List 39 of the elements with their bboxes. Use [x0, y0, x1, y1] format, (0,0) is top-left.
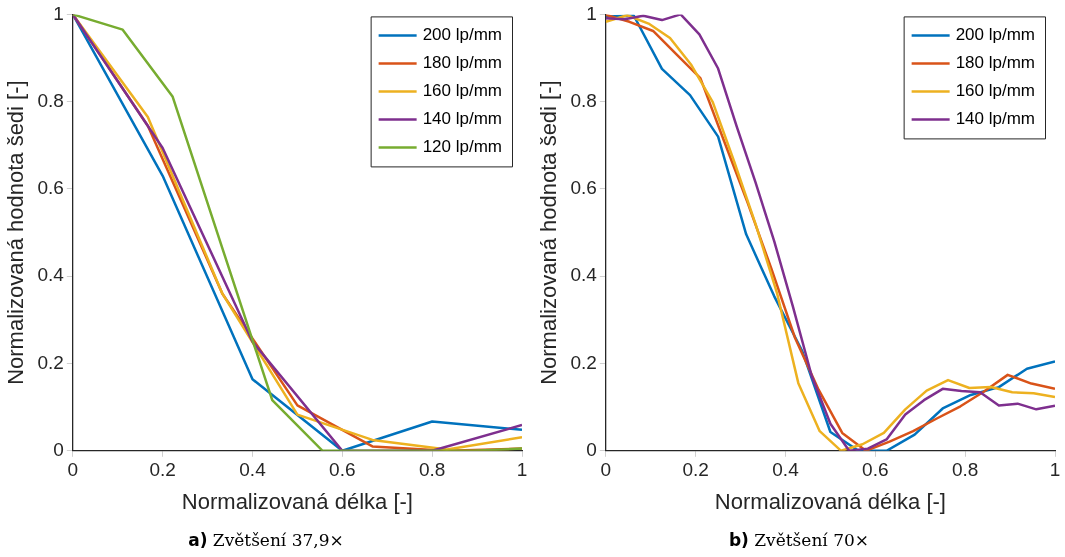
y-axis-title: Normalizovaná hodnota šedi [-]: [536, 80, 562, 385]
legend-label: 200 lp/mm: [422, 25, 503, 45]
x-axis-title: Normalizovaná délka [-]: [714, 488, 946, 514]
legend-label: 120 lp/mm: [422, 137, 503, 157]
y-tick-label: 1: [586, 2, 597, 24]
y-tick-label: 0: [53, 439, 64, 461]
text: b) Zvětšení 70×: [727, 530, 871, 550]
y-tick-label: 0.4: [570, 264, 598, 286]
legend-label: 180 lp/mm: [955, 53, 1036, 73]
x-tick-label: 0.4: [772, 459, 800, 481]
legend-label: 140 lp/mm: [422, 109, 503, 129]
x-tick-label: 0.4: [239, 459, 267, 481]
y-tick-label: 0.4: [37, 264, 65, 286]
y-tick-label: 0.6: [570, 177, 597, 199]
x-tick-label: 0.6: [862, 459, 889, 481]
legend-label: 140 lp/mm: [955, 109, 1036, 129]
y-tick-label: 1: [53, 2, 64, 24]
x-tick-label: 0.6: [329, 459, 356, 481]
legend-label: 200 lp/mm: [955, 25, 1036, 45]
legend-label: 160 lp/mm: [422, 81, 503, 101]
x-tick-label: 0.8: [418, 459, 446, 481]
y-tick-label: 0.8: [570, 89, 597, 111]
x-tick-label: 0.8: [951, 459, 979, 481]
legend-label: 180 lp/mm: [422, 53, 503, 73]
y-tick-label: 0.8: [37, 89, 64, 111]
x-tick-label: 1: [516, 459, 528, 481]
x-tick-label: 0.2: [682, 459, 709, 481]
x-tick-label: 0: [67, 459, 79, 481]
y-tick-label: 0.6: [37, 177, 64, 199]
x-axis-title: Normalizovaná délka [-]: [181, 488, 413, 514]
y-tick-label: 0.2: [37, 351, 64, 373]
y-tick-label: 0: [586, 439, 597, 461]
x-tick-label: 0: [600, 459, 612, 481]
x-tick-label: 0.2: [149, 459, 176, 481]
y-tick-label: 0.2: [570, 351, 597, 373]
y-axis-title: Normalizovaná hodnota šedi [-]: [3, 80, 29, 385]
text: a) Zvětšení 37,9×: [187, 530, 345, 550]
legend-label: 160 lp/mm: [955, 81, 1036, 101]
x-tick-label: 1: [1049, 459, 1061, 481]
